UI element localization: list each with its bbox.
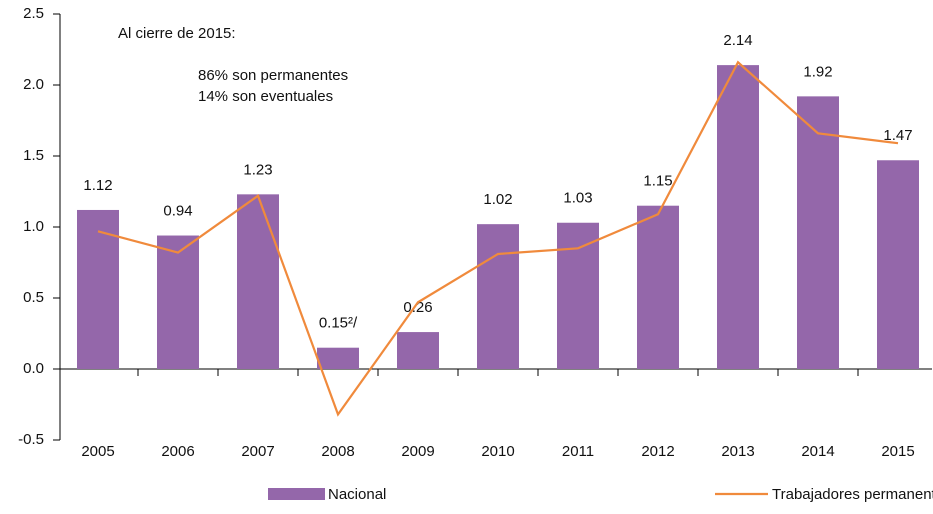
x-tick-label: 2015 (881, 443, 914, 460)
y-tick-label: 0.0 (23, 360, 44, 377)
y-tick-label: 0.5 (23, 289, 44, 306)
x-tick-label: 2013 (721, 443, 754, 460)
annotation: Al cierre de 2015: (118, 25, 236, 42)
x-tick-label: 2009 (401, 443, 434, 460)
bar (797, 96, 839, 370)
x-tick-label: 2008 (321, 443, 354, 460)
x-tick-label: 2012 (641, 443, 674, 460)
x-tick-label: 2006 (161, 443, 194, 460)
x-tick-label: 2011 (562, 443, 594, 460)
annotation: 14% son eventuales (198, 88, 333, 105)
bar-value-label: 1.23 (243, 161, 272, 178)
y-tick-label: 1.5 (23, 147, 44, 164)
bar-value-label: 1.92 (803, 63, 832, 80)
legend-label: Nacional (328, 486, 386, 503)
bar (397, 332, 439, 369)
bar (477, 224, 519, 369)
bar-value-label: 1.47 (883, 127, 912, 144)
bar (237, 194, 279, 369)
legend-label: Trabajadores permanentes (772, 486, 933, 503)
annotation: 86% son permanentes (198, 67, 348, 84)
bar-value-label: 1.15 (643, 173, 672, 190)
bar (717, 65, 759, 370)
y-tick-label: 1.0 (23, 218, 44, 235)
bar-value-label: 1.03 (563, 190, 592, 207)
x-tick-label: 2014 (801, 443, 834, 460)
bar-value-label: 2.14 (723, 32, 752, 49)
x-tick-label: 2010 (481, 443, 514, 460)
x-tick-label: 2007 (241, 443, 274, 460)
bar (317, 347, 359, 369)
bar-value-label: 0.15²/ (319, 315, 358, 332)
bar-value-label: 0.94 (163, 202, 192, 219)
y-tick-label: 2.0 (23, 76, 44, 93)
line (97, 60, 899, 417)
bar (77, 209, 119, 369)
bar-value-label: 1.12 (83, 177, 112, 194)
y-tick-label: 2.5 (23, 5, 44, 22)
bar-value-label: 1.02 (483, 191, 512, 208)
y-tick-label: -0.5 (18, 431, 44, 448)
legend-swatch (268, 488, 325, 500)
bar (157, 235, 199, 369)
bar (637, 205, 679, 369)
x-tick-label: 2005 (81, 443, 114, 460)
bar (877, 160, 919, 369)
bar (557, 222, 599, 369)
